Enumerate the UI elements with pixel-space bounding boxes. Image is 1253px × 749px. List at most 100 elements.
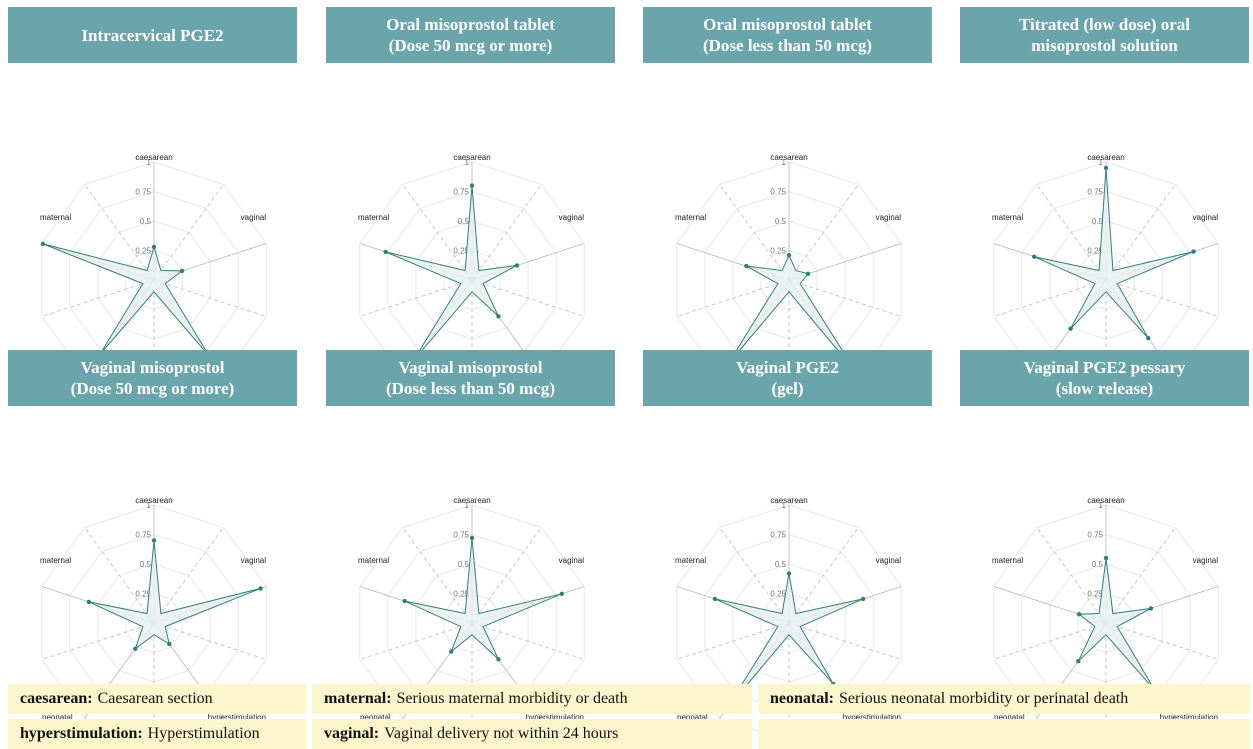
series-area	[404, 537, 562, 660]
axis-label-neonatal: neonatal	[360, 713, 391, 722]
tick-label: 0.75	[770, 531, 786, 540]
series-area	[1077, 558, 1156, 692]
panel-title: Vaginal PGE2 pessary (slow release)	[1023, 358, 1186, 398]
axis-label-maternal: maternal	[40, 213, 71, 222]
data-point-hyperstimulation	[496, 314, 501, 319]
data-point-maternal	[402, 598, 407, 604]
legend-item-maternal: maternal: Serious maternal morbidity or …	[312, 684, 752, 714]
legend-term: vaginal:	[324, 725, 380, 742]
data-point-caesarean	[151, 244, 157, 250]
radar-panel: Vaginal PGE2 pessary (slow release) caesa…	[960, 350, 1249, 742]
tick-label: 0.75	[453, 188, 469, 197]
panel-title: Oral misoprostol tablet (Dose 50 mcg or …	[386, 15, 555, 55]
data-point-caesarean	[469, 535, 475, 541]
data-point-caesarean	[1103, 555, 1109, 561]
axis-label-neonatal: neonatal	[677, 713, 708, 722]
data-point-maternal	[712, 596, 718, 602]
grid-spoke	[788, 527, 859, 624]
grid-spoke	[1105, 622, 1219, 660]
series-area	[727, 253, 857, 373]
data-point-vaginal	[179, 268, 185, 274]
legend-desc: Vaginal delivery not within 24 hours	[384, 725, 619, 742]
data-point-hyperstimulation	[496, 657, 501, 662]
data-point-hyperstimulation	[167, 641, 172, 647]
tick-label: 0.5	[140, 560, 152, 569]
grid-spoke	[471, 184, 542, 281]
axis-label-hyperstimulation: hyperstimulation	[208, 713, 266, 722]
axis-label-maternal: maternal	[358, 556, 389, 565]
data-point-vaginal	[805, 271, 811, 276]
radar-chart: caesareanvaginalhyperstimulationneonatal…	[992, 496, 1219, 742]
axis-label-maternal: maternal	[675, 556, 706, 565]
grid-spoke	[1036, 527, 1107, 624]
panel-title: Vaginal misoprostol (Dose less than 50 m…	[385, 358, 556, 398]
radar-chart: caesareanvaginalhyperstimulationneonatal…	[992, 153, 1219, 399]
legend-term: neonatal:	[770, 690, 834, 707]
data-point-maternal	[1076, 612, 1082, 617]
panel-title: Vaginal misoprostol (Dose 50 mcg or more…	[70, 358, 235, 398]
grid-spoke	[993, 622, 1107, 660]
axis-label-neonatal: neonatal	[994, 713, 1025, 722]
tick-label: 1	[147, 501, 152, 510]
axis-label-caesarean: caesarean	[1087, 496, 1124, 505]
axis-label-caesarean: caesarean	[135, 496, 172, 505]
panel-title: Vaginal PGE2 (gel)	[736, 358, 839, 398]
tick-label: 0.5	[775, 217, 787, 226]
tick-label: 0.5	[1092, 560, 1104, 569]
tick-label: 0.75	[1087, 531, 1103, 540]
data-point-vaginal	[514, 263, 520, 268]
axis-label-hyperstimulation: hyperstimulation	[843, 713, 901, 722]
series-area	[385, 185, 518, 362]
axis-label-vaginal: vaginal	[241, 213, 267, 222]
data-point-caesarean	[1103, 165, 1109, 171]
tick-label: 0.5	[140, 217, 152, 226]
legend-desc: Serious neonatal morbidity or perinatal …	[839, 690, 1129, 707]
tick-label: 0.25	[770, 590, 786, 599]
grid-spoke	[153, 527, 224, 624]
tick-label: 0.25	[135, 247, 151, 256]
grid-spoke	[471, 527, 542, 624]
legend-item-caesarean: caesarean: Caesarean section	[8, 684, 306, 714]
data-point-maternal	[86, 599, 92, 605]
data-point-caesarean	[151, 538, 157, 543]
data-point-neonatal	[133, 646, 138, 651]
tick-label: 0.5	[458, 217, 470, 226]
tick-label: 0.75	[453, 531, 469, 540]
tick-label: 0.25	[453, 590, 469, 599]
radar-panel: Vaginal misoprostol (Dose 50 mcg or more…	[8, 350, 297, 742]
tick-label: 0.5	[458, 560, 470, 569]
grid-spoke	[41, 279, 155, 317]
tick-label: 1	[147, 158, 152, 167]
axis-label-hyperstimulation: hyperstimulation	[526, 713, 584, 722]
panel-title: Intracervical PGE2	[81, 25, 224, 45]
legend-item-vaginal: vaginal: Vaginal delivery not within 24 …	[312, 719, 752, 749]
legend-term: hyperstimulation:	[20, 725, 143, 742]
data-point-caesarean	[786, 571, 792, 576]
axis-label-maternal: maternal	[992, 213, 1023, 222]
grid-spoke	[1105, 527, 1176, 624]
tick-label: 0.75	[1087, 188, 1103, 197]
grid-spoke	[84, 527, 155, 624]
radar-chart: caesareanvaginalhyperstimulationneonatal…	[675, 496, 902, 742]
grid-spoke	[1036, 184, 1107, 281]
data-point-maternal	[744, 263, 749, 269]
data-point-vaginal	[1191, 249, 1196, 254]
data-point-maternal	[383, 249, 388, 255]
tick-label: 0.5	[775, 560, 787, 569]
radar-chart: caesareanvaginalhyperstimulationneonatal…	[40, 496, 267, 742]
radar-panel: Intracervical PGE2caesareanvaginalhypers…	[8, 7, 297, 399]
tick-label: 0.5	[1092, 217, 1104, 226]
panel-header: Intracervical PGE2	[8, 7, 297, 63]
grid-spoke	[84, 184, 155, 281]
axis-label-vaginal: vaginal	[1193, 556, 1219, 565]
axis-label-vaginal: vaginal	[1193, 213, 1219, 222]
legend-desc: Serious maternal morbidity or death	[396, 690, 628, 707]
series-area	[42, 243, 210, 357]
grid-spoke	[471, 279, 585, 317]
radar-chart: caesareanvaginalhyperstimulationneonatal…	[675, 153, 902, 399]
legend-item-hyperstimulation: hyperstimulation: Hyperstimulation	[8, 719, 306, 749]
axis-label-caesarean: caesarean	[453, 496, 490, 505]
data-point-vaginal	[559, 591, 564, 596]
data-point-neonatal	[1068, 326, 1073, 331]
data-point-caesarean	[786, 253, 792, 258]
